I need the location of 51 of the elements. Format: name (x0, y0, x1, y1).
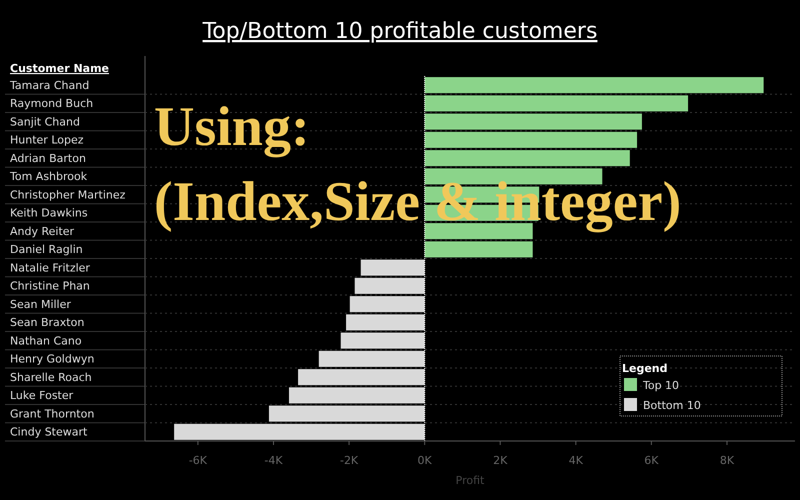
x-tick-label: 6K (644, 454, 660, 467)
bar (354, 278, 425, 294)
bar (360, 260, 425, 276)
y-tick-label: Grant Thornton (10, 407, 94, 420)
y-tick-label: Natalie Fritzler (10, 261, 90, 274)
y-tick-label: Andy Reiter (10, 224, 75, 238)
chart-title: Top/Bottom 10 profitable customers (202, 19, 598, 44)
x-tick-label: -2K (340, 454, 359, 467)
y-tick-label: Christopher Martinez (10, 188, 126, 202)
y-tick-label: Sean Miller (10, 298, 72, 311)
x-tick-label: -6K (188, 454, 208, 467)
y-tick-label: Christine Phan (10, 280, 90, 293)
bar (174, 424, 425, 440)
y-tick-label: Daniel Raglin (10, 243, 83, 256)
y-tick-label: Raymond Buch (10, 97, 94, 110)
bar (340, 332, 425, 349)
x-tick-label: 8K (720, 454, 735, 467)
y-tick-label: Sean Braxton (10, 316, 84, 330)
x-tick-label: 0K (418, 454, 433, 467)
bar (424, 150, 630, 166)
legend-label: Top 10 (642, 378, 680, 392)
x-tick-label: 4K (568, 454, 584, 467)
bar (346, 314, 425, 330)
y-tick-label: Cindy Stewart (10, 426, 88, 439)
y-tick-label: Sanjit Chand (10, 115, 80, 128)
bar (288, 387, 425, 404)
bar (424, 77, 764, 94)
y-axis-title: Customer Name (10, 62, 109, 75)
y-tick-label: Nathan Cano (10, 334, 82, 348)
y-tick-label: Sharelle Roach (10, 370, 92, 384)
y-tick-label: Hunter Lopez (10, 134, 84, 147)
bar (424, 132, 638, 148)
bar (268, 406, 425, 422)
x-axis-title: Profit (456, 474, 486, 487)
x-tick-label: 2K (493, 454, 508, 467)
x-tick-label: -4K (264, 454, 284, 467)
bar (424, 114, 642, 130)
y-tick-label: Tamara Chand (9, 78, 90, 92)
bar (424, 95, 688, 112)
legend-title: Legend (622, 362, 668, 375)
bar (424, 241, 533, 258)
y-tick-label: Keith Dawkins (10, 206, 88, 220)
annotation: Using: (154, 96, 310, 158)
y-tick-label: Tom Ashbrook (9, 170, 88, 184)
legend-label: Bottom 10 (643, 398, 701, 412)
y-tick-label: Henry Goldwyn (10, 352, 94, 366)
bar (350, 296, 425, 312)
bar (298, 369, 425, 386)
bar (318, 350, 425, 367)
y-tick-label: Luke Foster (10, 389, 74, 402)
y-tick-label: Adrian Barton (10, 152, 86, 165)
